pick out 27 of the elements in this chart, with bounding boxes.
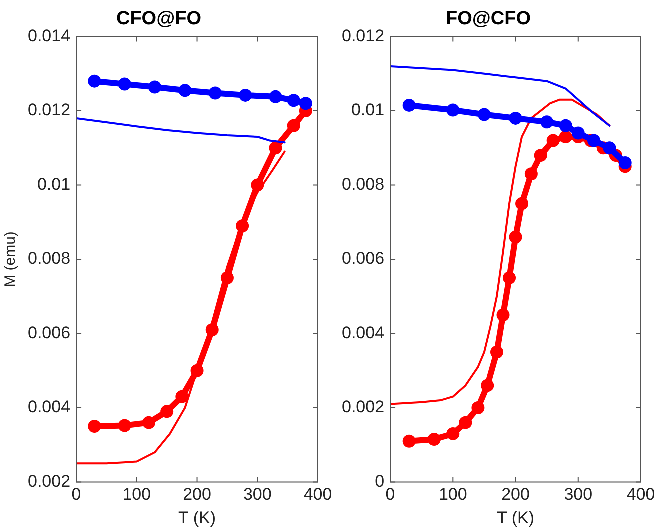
x-tick-label: 400 <box>626 485 656 504</box>
x-tick-label: 200 <box>502 485 530 504</box>
y-tick-label: 0.008 <box>342 174 385 194</box>
x-tick-label: 300 <box>243 485 272 504</box>
y-tick-label: 0.008 <box>28 249 71 268</box>
y-axis-title: M (emu) <box>2 232 20 288</box>
x-tick-label: 300 <box>564 485 593 504</box>
x-axis-title: T (K) <box>497 508 535 528</box>
y-tick-label: 0.006 <box>28 323 71 342</box>
y-tick-label: 0.01 <box>37 174 71 194</box>
x-tick-label: 200 <box>183 485 212 504</box>
x-tick-label: 100 <box>438 485 468 504</box>
chart-title: FO@CFO <box>446 8 532 30</box>
y-tick-label: 0.002 <box>342 398 385 417</box>
x-tick-label: 100 <box>122 485 152 504</box>
y-tick-label: 0.014 <box>28 26 71 46</box>
y-tick-label: 0.004 <box>28 398 71 417</box>
y-tick-label: 0.012 <box>28 100 71 120</box>
y-tick-label: 0.01 <box>351 100 385 120</box>
y-tick-label: 0 <box>375 472 385 491</box>
y-tick-label: 0.006 <box>342 249 385 268</box>
y-tick-label: 0.004 <box>342 323 385 342</box>
y-tick-label: 0.002 <box>28 472 71 491</box>
chart-title: CFO@FO <box>116 8 202 30</box>
x-tick-label: 400 <box>304 485 332 504</box>
x-axis-title: T (K) <box>178 508 216 528</box>
y-tick-label: 0.012 <box>342 26 385 46</box>
